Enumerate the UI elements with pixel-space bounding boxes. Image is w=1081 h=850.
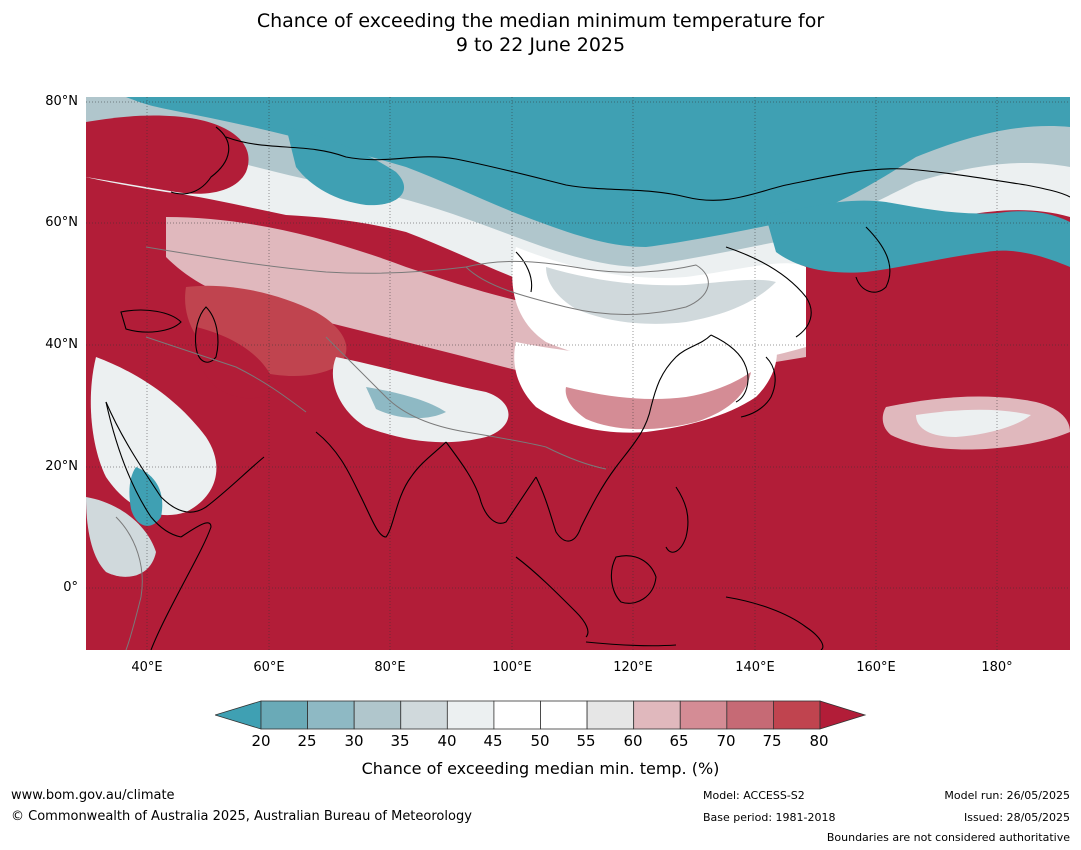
colorbar-svg	[213, 700, 867, 730]
colorbar-tick-50: 50	[530, 732, 550, 750]
colorbar-bin-70	[726, 700, 774, 730]
lat-label-20n: 20°N	[45, 459, 78, 474]
coast-java	[585, 641, 677, 647]
colorbar	[213, 700, 867, 734]
coast-sumatra	[515, 556, 589, 638]
colorbar-bin-60	[633, 700, 681, 730]
base-period: Base period: 1981-2018	[703, 811, 836, 824]
country-borders	[115, 246, 709, 650]
colorbar-tick-75: 75	[762, 732, 782, 750]
lon-label-120e: 120°E	[613, 660, 653, 675]
colorbar-bin-65	[679, 700, 728, 730]
coast-borneo	[610, 555, 657, 604]
lon-label-80e: 80°E	[374, 660, 406, 675]
lon-label-140e: 140°E	[735, 660, 775, 675]
colorbar-tick-80: 80	[809, 732, 829, 750]
zone-north-teal	[126, 97, 1070, 247]
graticule	[86, 97, 1070, 650]
colorbar-tick-40: 40	[437, 732, 457, 750]
copyright-notice: © Commonwealth of Australia 2025, Austra…	[11, 809, 472, 824]
lat-label-60n: 60°N	[45, 215, 78, 230]
website-url: www.bom.gov.au/climate	[11, 788, 175, 803]
model-name: Model: ACCESS-S2	[703, 789, 805, 802]
coast-china	[615, 334, 712, 468]
coast-baikal	[515, 251, 533, 293]
lon-label-100e: 100°E	[492, 660, 532, 675]
title-line-2: 9 to 22 June 2025	[455, 34, 626, 56]
lon-label-180: 180°	[981, 660, 1013, 675]
colorbar-tick-30: 30	[344, 732, 364, 750]
coast-india	[315, 431, 447, 538]
colorbar-tick-25: 25	[297, 732, 317, 750]
coast-japan	[740, 356, 776, 418]
zone-arabia-teal	[129, 467, 163, 526]
coast-arabia	[105, 401, 265, 513]
coast-redsea	[105, 401, 182, 538]
colorbar-tick-70: 70	[716, 732, 736, 750]
colorbar-tick-45: 45	[483, 732, 503, 750]
coast-kamchatka	[855, 226, 891, 293]
coastlines	[105, 126, 1070, 650]
zone-iran-warm	[194, 327, 276, 399]
colorbar-bin-30	[353, 700, 402, 730]
lon-label-40e: 40°E	[131, 660, 163, 675]
zone-pacific-white	[916, 409, 1031, 437]
boundaries-disclaimer: Boundaries are not considered authoritat…	[826, 831, 1070, 844]
border-russia-kazakhstan	[145, 246, 467, 274]
zone-tibet-white	[332, 357, 509, 443]
colorbar-bin-35	[400, 700, 448, 730]
border-mongolia	[465, 260, 709, 315]
lon-label-160e: 160°E	[856, 660, 896, 675]
coast-philippines	[665, 486, 689, 553]
border-china-west	[325, 336, 547, 448]
map-svg	[86, 97, 1070, 650]
colorbar-bin-50	[540, 700, 588, 730]
border-middle-east	[145, 336, 307, 413]
colorbar-bin-75	[773, 700, 821, 730]
colorbar-tick-35: 35	[390, 732, 410, 750]
coast-caspian	[194, 306, 219, 363]
issued-date: Issued: 28/05/2025	[963, 811, 1070, 824]
zone-east-teal	[766, 200, 1070, 273]
colorbar-bin-40	[446, 700, 495, 730]
colorbar-bins	[260, 700, 821, 730]
lat-label-40n: 40°N	[45, 337, 78, 352]
colorbar-tick-60: 60	[623, 732, 643, 750]
forecast-map	[86, 97, 1070, 650]
lat-label-80n: 80°N	[45, 94, 78, 109]
colorbar-bin-55	[586, 700, 635, 730]
lon-label-60e: 60°E	[253, 660, 285, 675]
zone-arabia-light	[90, 357, 217, 516]
zone-mongolia-grey	[546, 267, 776, 324]
colorbar-label: Chance of exceeding median min. temp. (%…	[361, 759, 720, 778]
zone-tibet-teal	[366, 387, 446, 419]
coast-africa-horn	[150, 522, 212, 650]
coast-black-sea	[120, 309, 182, 333]
zone-east-china-pink	[565, 372, 751, 430]
colorbar-bin-45	[493, 700, 541, 730]
chart-title: Chance of exceeding the median minimum t…	[0, 9, 1081, 57]
lat-label-0: 0°	[63, 580, 78, 595]
colorbar-tick-65: 65	[669, 732, 689, 750]
zone-west-russia-teal	[286, 127, 405, 206]
coast-bay-bengal	[445, 441, 537, 524]
title-line-1: Chance of exceeding the median minimum t…	[256, 10, 825, 32]
border-africa	[115, 516, 143, 650]
colorbar-bin-25	[307, 700, 355, 730]
model-run-date: Model run: 26/05/2025	[944, 789, 1070, 802]
coast-okhotsk	[725, 246, 812, 338]
coast-indochina	[535, 466, 617, 542]
colorbar-tick-20: 20	[251, 732, 271, 750]
colorbar-high-arrow	[819, 700, 867, 730]
colorbar-low-arrow	[213, 700, 262, 730]
zone-europe-warm	[86, 115, 249, 194]
border-china-south	[545, 446, 607, 470]
coast-arctic	[225, 136, 1070, 201]
colorbar-bin-20	[260, 700, 308, 730]
coast-scandinavia	[170, 126, 230, 195]
colorbar-tick-55: 55	[576, 732, 596, 750]
coast-newguinea	[725, 596, 824, 650]
coast-korea	[710, 334, 749, 403]
